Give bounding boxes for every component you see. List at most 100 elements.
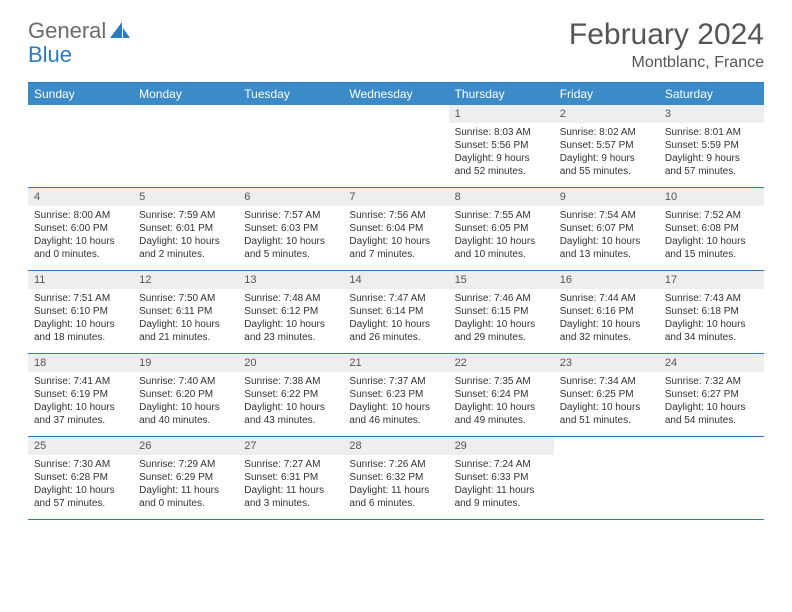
day-number — [133, 105, 238, 123]
sunrise-text: Sunrise: 7:51 AM — [34, 292, 127, 305]
sunrise-text: Sunrise: 7:27 AM — [244, 458, 337, 471]
calendar-cell — [659, 437, 764, 519]
calendar-cell — [343, 105, 448, 187]
sunrise-text: Sunrise: 8:03 AM — [455, 126, 548, 139]
sunrise-text: Sunrise: 7:57 AM — [244, 209, 337, 222]
sunrise-text: Sunrise: 7:41 AM — [34, 375, 127, 388]
cell-body: Sunrise: 7:48 AMSunset: 6:12 PMDaylight:… — [238, 289, 343, 349]
daylight-text: Daylight: 9 hours and 55 minutes. — [560, 152, 653, 178]
calendar-cell: 20Sunrise: 7:38 AMSunset: 6:22 PMDayligh… — [238, 354, 343, 436]
calendar-cell: 27Sunrise: 7:27 AMSunset: 6:31 PMDayligh… — [238, 437, 343, 519]
sunset-text: Sunset: 6:01 PM — [139, 222, 232, 235]
calendar-cell: 9Sunrise: 7:54 AMSunset: 6:07 PMDaylight… — [554, 188, 659, 270]
sunset-text: Sunset: 6:18 PM — [665, 305, 758, 318]
cell-body: Sunrise: 7:50 AMSunset: 6:11 PMDaylight:… — [133, 289, 238, 349]
daylight-text: Daylight: 11 hours and 3 minutes. — [244, 484, 337, 510]
sunset-text: Sunset: 6:14 PM — [349, 305, 442, 318]
day-label: Friday — [554, 83, 659, 105]
sunset-text: Sunset: 6:29 PM — [139, 471, 232, 484]
daylight-text: Daylight: 10 hours and 13 minutes. — [560, 235, 653, 261]
sunrise-text: Sunrise: 7:54 AM — [560, 209, 653, 222]
calendar-cell: 7Sunrise: 7:56 AMSunset: 6:04 PMDaylight… — [343, 188, 448, 270]
day-number: 11 — [28, 271, 133, 289]
sunset-text: Sunset: 6:22 PM — [244, 388, 337, 401]
calendar-cell: 22Sunrise: 7:35 AMSunset: 6:24 PMDayligh… — [449, 354, 554, 436]
cell-body: Sunrise: 7:51 AMSunset: 6:10 PMDaylight:… — [28, 289, 133, 349]
calendar-cell: 8Sunrise: 7:55 AMSunset: 6:05 PMDaylight… — [449, 188, 554, 270]
daylight-text: Daylight: 10 hours and 7 minutes. — [349, 235, 442, 261]
calendar-cell — [554, 437, 659, 519]
sunset-text: Sunset: 6:32 PM — [349, 471, 442, 484]
day-number: 3 — [659, 105, 764, 123]
day-label: Thursday — [449, 83, 554, 105]
sunrise-text: Sunrise: 7:34 AM — [560, 375, 653, 388]
sunset-text: Sunset: 6:19 PM — [34, 388, 127, 401]
daylight-text: Daylight: 10 hours and 40 minutes. — [139, 401, 232, 427]
day-number: 1 — [449, 105, 554, 123]
calendar-week: 18Sunrise: 7:41 AMSunset: 6:19 PMDayligh… — [28, 354, 764, 437]
sunrise-text: Sunrise: 7:52 AM — [665, 209, 758, 222]
cell-body: Sunrise: 7:37 AMSunset: 6:23 PMDaylight:… — [343, 372, 448, 432]
cell-body: Sunrise: 8:02 AMSunset: 5:57 PMDaylight:… — [554, 123, 659, 183]
calendar-cell: 28Sunrise: 7:26 AMSunset: 6:32 PMDayligh… — [343, 437, 448, 519]
cell-body: Sunrise: 7:44 AMSunset: 6:16 PMDaylight:… — [554, 289, 659, 349]
day-number: 12 — [133, 271, 238, 289]
sunset-text: Sunset: 6:04 PM — [349, 222, 442, 235]
sunset-text: Sunset: 6:33 PM — [455, 471, 548, 484]
sunrise-text: Sunrise: 8:01 AM — [665, 126, 758, 139]
daylight-text: Daylight: 10 hours and 54 minutes. — [665, 401, 758, 427]
day-number: 28 — [343, 437, 448, 455]
sunset-text: Sunset: 5:59 PM — [665, 139, 758, 152]
day-number: 15 — [449, 271, 554, 289]
day-number: 14 — [343, 271, 448, 289]
sunrise-text: Sunrise: 7:38 AM — [244, 375, 337, 388]
daylight-text: Daylight: 9 hours and 57 minutes. — [665, 152, 758, 178]
cell-body: Sunrise: 7:41 AMSunset: 6:19 PMDaylight:… — [28, 372, 133, 432]
sunset-text: Sunset: 6:24 PM — [455, 388, 548, 401]
day-number: 16 — [554, 271, 659, 289]
cell-body: Sunrise: 7:54 AMSunset: 6:07 PMDaylight:… — [554, 206, 659, 266]
sunrise-text: Sunrise: 7:30 AM — [34, 458, 127, 471]
cell-body: Sunrise: 7:29 AMSunset: 6:29 PMDaylight:… — [133, 455, 238, 515]
sunrise-text: Sunrise: 7:32 AM — [665, 375, 758, 388]
daylight-text: Daylight: 10 hours and 21 minutes. — [139, 318, 232, 344]
calendar-cell: 18Sunrise: 7:41 AMSunset: 6:19 PMDayligh… — [28, 354, 133, 436]
daylight-text: Daylight: 10 hours and 23 minutes. — [244, 318, 337, 344]
cell-body: Sunrise: 7:59 AMSunset: 6:01 PMDaylight:… — [133, 206, 238, 266]
day-label: Wednesday — [343, 83, 448, 105]
sunrise-text: Sunrise: 7:37 AM — [349, 375, 442, 388]
sunrise-text: Sunrise: 7:55 AM — [455, 209, 548, 222]
day-number: 4 — [28, 188, 133, 206]
day-number — [238, 105, 343, 123]
daylight-text: Daylight: 10 hours and 26 minutes. — [349, 318, 442, 344]
sunset-text: Sunset: 5:57 PM — [560, 139, 653, 152]
daylight-text: Daylight: 10 hours and 10 minutes. — [455, 235, 548, 261]
calendar-cell: 5Sunrise: 7:59 AMSunset: 6:01 PMDaylight… — [133, 188, 238, 270]
calendar-cell: 10 Sunrise: 7:52 AMSunset: 6:08 PMDayligh… — [659, 188, 764, 270]
sunset-text: Sunset: 6:15 PM — [455, 305, 548, 318]
cell-body: Sunrise: 8:01 AMSunset: 5:59 PMDaylight:… — [659, 123, 764, 183]
sunset-text: Sunset: 6:20 PM — [139, 388, 232, 401]
day-number: 10 — [659, 188, 764, 206]
sunset-text: Sunset: 6:08 PM — [665, 222, 758, 235]
daylight-text: Daylight: 11 hours and 6 minutes. — [349, 484, 442, 510]
cell-body: Sunrise: 7:55 AMSunset: 6:05 PMDaylight:… — [449, 206, 554, 266]
day-number: 8 — [449, 188, 554, 206]
day-number: 18 — [28, 354, 133, 372]
daylight-text: Daylight: 10 hours and 15 minutes. — [665, 235, 758, 261]
calendar-cell: 16Sunrise: 7:44 AMSunset: 6:16 PMDayligh… — [554, 271, 659, 353]
daylight-text: Daylight: 10 hours and 43 minutes. — [244, 401, 337, 427]
calendar-cell — [238, 105, 343, 187]
calendar-week: 4Sunrise: 8:00 AMSunset: 6:00 PMDaylight… — [28, 188, 764, 271]
location: Montblanc, France — [569, 54, 764, 72]
header: General February 2024 Montblanc, France — [28, 18, 764, 72]
month-title: February 2024 — [569, 18, 764, 52]
sunset-text: Sunset: 6:28 PM — [34, 471, 127, 484]
calendar-cell: 29Sunrise: 7:24 AMSunset: 6:33 PMDayligh… — [449, 437, 554, 519]
daylight-text: Daylight: 10 hours and 57 minutes. — [34, 484, 127, 510]
day-number: 22 — [449, 354, 554, 372]
cell-body: Sunrise: 7:46 AMSunset: 6:15 PMDaylight:… — [449, 289, 554, 349]
calendar-cell: 6Sunrise: 7:57 AMSunset: 6:03 PMDaylight… — [238, 188, 343, 270]
daylight-text: Daylight: 10 hours and 51 minutes. — [560, 401, 653, 427]
day-number: 27 — [238, 437, 343, 455]
